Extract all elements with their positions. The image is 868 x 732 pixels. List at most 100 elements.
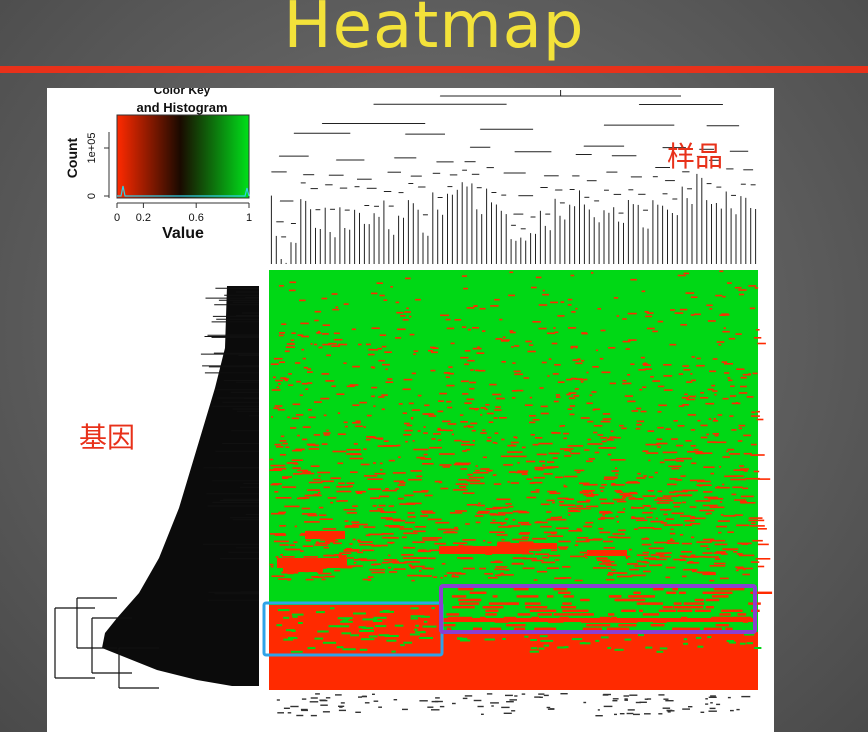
matrix-cell-red [524, 404, 533, 406]
matrix-cell-red [634, 565, 647, 567]
matrix-cell-red [560, 301, 565, 303]
matrix-cell-red [666, 542, 680, 544]
matrix-cell-red [606, 627, 623, 630]
matrix-cell-red [514, 345, 520, 347]
column-label-mark [741, 695, 751, 698]
matrix-cell-red [276, 446, 284, 448]
matrix-cell-red [540, 503, 550, 506]
matrix-cell-red [631, 507, 645, 509]
matrix-cell-red [586, 371, 589, 374]
matrix-cell-red [599, 511, 613, 514]
column-label-mark [501, 706, 510, 709]
matrix-cell-red [383, 559, 398, 561]
column-label-mark [509, 699, 517, 701]
matrix-cell-red [601, 371, 611, 374]
matrix-cell-green [283, 638, 293, 641]
matrix-cell-red [715, 486, 730, 489]
matrix-cell-red [305, 388, 309, 390]
matrix-cell-red [627, 312, 637, 315]
matrix-cell-red [405, 277, 411, 280]
matrix-cell-red [730, 478, 747, 481]
matrix-cell-red [547, 535, 564, 537]
matrix-cell-red [377, 508, 384, 510]
matrix-cell-red [501, 361, 506, 363]
matrix-cell-red [682, 489, 698, 492]
column-label-mark [736, 708, 740, 711]
matrix-cell-red [637, 472, 641, 475]
column-label-mark [325, 697, 331, 699]
matrix-cell-red [559, 548, 568, 550]
matrix-cell-red [555, 476, 564, 479]
matrix-cell-red [535, 276, 542, 279]
matrix-cell-red [732, 486, 743, 489]
matrix-cell-red [496, 534, 508, 536]
matrix-cell-red [636, 407, 642, 410]
matrix-cell-red [406, 424, 413, 427]
matrix-cell-red [742, 573, 750, 576]
matrix-cell-red [528, 549, 542, 551]
matrix-cell-red [304, 521, 320, 523]
matrix-cell-red [631, 516, 635, 518]
matrix-cell-red [371, 571, 385, 574]
matrix-cell-red [271, 389, 281, 391]
matrix-cell-red [662, 606, 674, 609]
matrix-cell-red [720, 514, 724, 516]
matrix-cell-red [673, 420, 678, 422]
matrix-cell-red [472, 440, 475, 442]
matrix-cell-red [683, 568, 698, 571]
matrix-cell-green [746, 642, 753, 645]
matrix-cell-red [547, 554, 561, 557]
matrix-cell-red [757, 543, 769, 546]
matrix-cell-red [420, 515, 429, 517]
matrix-cell-green [378, 634, 390, 637]
matrix-cell-red [497, 512, 513, 514]
matrix-cell-red [627, 481, 636, 483]
matrix-cell-red [523, 377, 530, 379]
matrix-cell-red [393, 480, 404, 483]
column-label-mark [534, 696, 541, 698]
matrix-cell-red [442, 420, 451, 423]
column-label-mark [662, 707, 671, 709]
matrix-cell-red [542, 289, 545, 292]
matrix-cell-red [648, 558, 658, 561]
matrix-cell-red [686, 562, 700, 564]
matrix-cell-red [607, 536, 619, 538]
matrix-cell-red [381, 394, 388, 396]
column-label-mark [439, 705, 445, 708]
matrix-cell-red [581, 359, 585, 362]
matrix-cell-red [705, 572, 716, 574]
matrix-cell-red [464, 402, 472, 404]
color-key-ylabel: Count [64, 137, 80, 178]
matrix-cell-red [470, 369, 474, 371]
matrix-cell-red [303, 366, 308, 369]
matrix-cell-red [690, 296, 698, 298]
matrix-cell-red [660, 522, 667, 524]
matrix-cell-red [727, 282, 732, 284]
matrix-cell-red [430, 346, 435, 349]
matrix-cell-red [623, 508, 626, 510]
matrix-cell-red [752, 539, 763, 542]
matrix-cell-red [352, 404, 360, 406]
matrix-cell-red [270, 565, 274, 568]
matrix-cell-red [553, 327, 556, 329]
column-label-mark [623, 695, 630, 697]
matrix-cell-red [641, 290, 646, 293]
matrix-cell-red [642, 386, 647, 388]
matrix-cell-red [722, 456, 730, 458]
matrix-cell-red [683, 627, 700, 630]
matrix-cell-red [711, 595, 727, 598]
matrix-cell-red [642, 495, 656, 497]
matrix-cell-red [647, 430, 655, 432]
matrix-cell-red [562, 613, 585, 616]
matrix-cell-red [490, 561, 503, 563]
matrix-cell-red [281, 323, 287, 325]
matrix-cell-red [336, 393, 345, 395]
matrix-cell-red [548, 567, 559, 569]
matrix-cell-red [493, 483, 502, 485]
matrix-cell-red [437, 429, 447, 431]
matrix-cell-red [494, 568, 506, 571]
matrix-cell-red [679, 559, 687, 561]
matrix-cell-red [630, 363, 635, 365]
matrix-cell-red [463, 567, 475, 570]
matrix-cell-red [460, 468, 468, 470]
